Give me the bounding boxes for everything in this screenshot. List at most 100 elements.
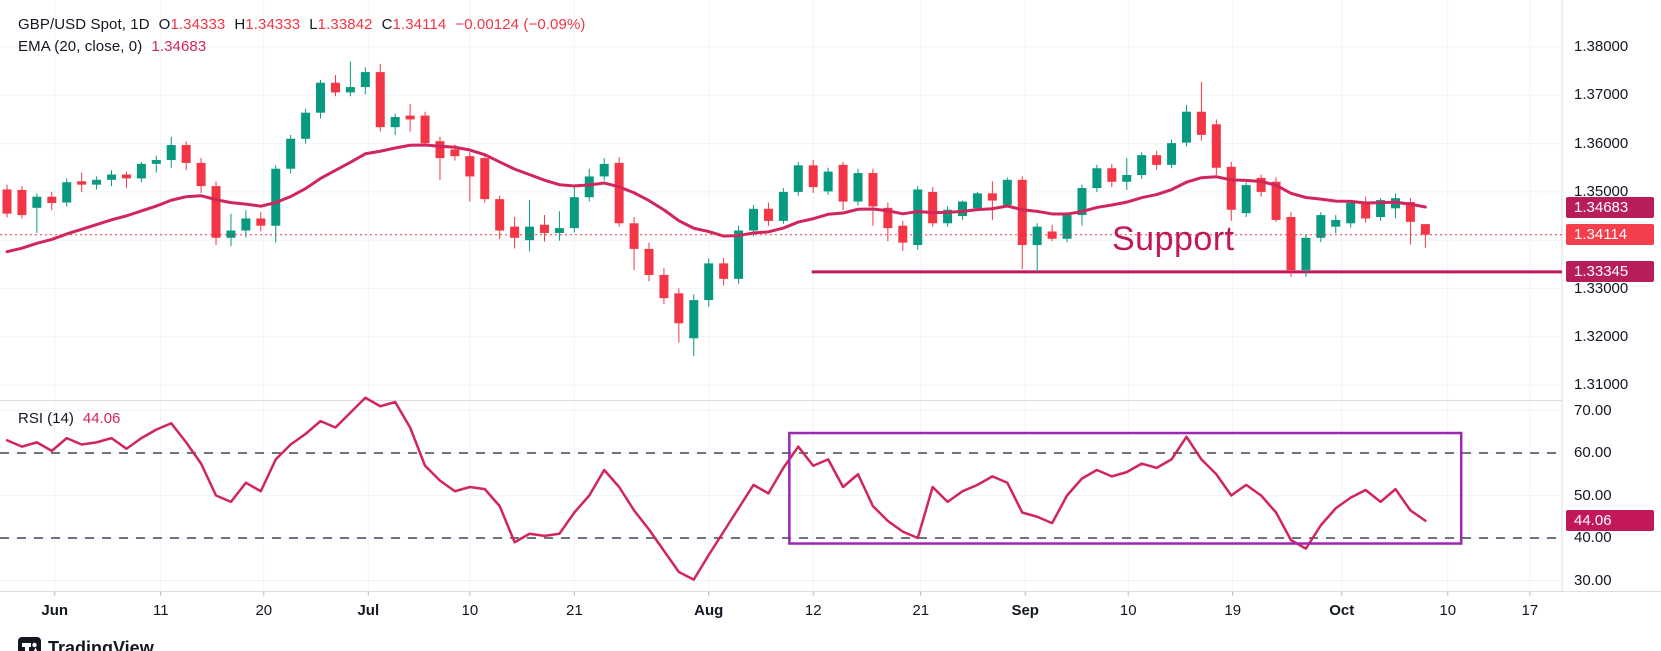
ema-line[interactable] xyxy=(5,143,1427,254)
candle-body xyxy=(480,158,490,200)
candle-body xyxy=(107,174,117,180)
candle-body xyxy=(599,163,609,177)
candle-body xyxy=(1092,168,1102,189)
candle-body xyxy=(644,248,654,275)
candle-body xyxy=(136,163,146,179)
candle-body xyxy=(525,226,535,241)
candle-body xyxy=(1271,181,1281,220)
candle-body xyxy=(405,115,415,120)
change-value: −0.00124 (−0.09%) xyxy=(455,16,586,33)
candle-body xyxy=(316,82,326,113)
candle-body xyxy=(121,174,131,179)
candle-body xyxy=(1122,174,1132,182)
time-tick-label: Jul xyxy=(357,602,380,619)
candle-body xyxy=(211,186,221,238)
candle-body xyxy=(719,263,729,279)
candle-body xyxy=(1346,203,1356,224)
candle-body xyxy=(554,228,564,233)
candle-body xyxy=(47,196,57,204)
candle-body xyxy=(495,199,505,231)
candle-body xyxy=(584,176,594,198)
candle-body xyxy=(1316,215,1326,238)
candle-body xyxy=(1181,111,1191,143)
candle-body xyxy=(330,82,340,93)
candle-body xyxy=(1032,226,1042,246)
candle-body xyxy=(1152,155,1162,165)
candle-body xyxy=(1137,155,1147,175)
candle-body xyxy=(181,145,191,163)
chart-legend-ema[interactable]: EMA (20, close, 0) 1.34683 xyxy=(18,38,206,55)
candle-body xyxy=(1196,111,1206,135)
ema-value: 1.34683 xyxy=(151,38,207,55)
chart-legend-main[interactable]: GBP/USD Spot, 1D O1.34333 H1.34333 L1.33842… xyxy=(18,16,585,33)
candle-body xyxy=(1241,185,1251,214)
price-tick-label: 1.32000 xyxy=(1574,327,1629,345)
open-value: 1.34333 xyxy=(170,16,226,33)
candle-body xyxy=(569,197,579,229)
candle-body xyxy=(704,263,714,301)
candle-body xyxy=(629,223,639,249)
candle-body xyxy=(92,179,102,185)
candle-body xyxy=(972,193,982,209)
rsi-line[interactable] xyxy=(5,396,1427,581)
rsi-tick-label: 60.00 xyxy=(1574,444,1612,461)
candle-body xyxy=(360,72,370,88)
low-label: L xyxy=(309,16,318,33)
candle-body xyxy=(1107,168,1117,182)
candle-body xyxy=(450,149,460,157)
candle-body xyxy=(898,225,908,243)
price-tick-label: 1.33000 xyxy=(1574,279,1629,297)
rsi-tick-label: 30.00 xyxy=(1574,571,1612,589)
candle-body xyxy=(674,293,684,324)
candle-body xyxy=(375,72,385,128)
time-tick-label: Sep xyxy=(1011,602,1039,619)
rsi-tick-label: 50.00 xyxy=(1574,486,1612,504)
candle-body xyxy=(1077,188,1087,216)
tradingview-logo[interactable]: TradingView xyxy=(18,637,154,651)
candle-body xyxy=(883,207,893,229)
rsi-value: 44.06 xyxy=(82,410,121,427)
candle-body xyxy=(987,193,997,201)
candle-body xyxy=(62,182,72,203)
candle-body xyxy=(659,274,669,299)
candle-body xyxy=(196,162,206,187)
time-tick-label: 10 xyxy=(1439,602,1457,619)
candle-body xyxy=(435,141,445,159)
candle-body xyxy=(1226,166,1236,210)
time-tick-label: 10 xyxy=(1119,602,1137,619)
candle-body xyxy=(1211,124,1221,168)
low-value: 1.33842 xyxy=(317,16,373,33)
candle-body xyxy=(420,115,430,144)
candle-body xyxy=(539,224,549,233)
time-tick-label: 12 xyxy=(804,602,822,619)
candle-body xyxy=(734,230,744,279)
candle-body xyxy=(958,201,968,217)
candle-body xyxy=(241,218,251,231)
candle-body xyxy=(689,300,699,339)
rsi-legend[interactable]: RSI (14) 44.06 xyxy=(18,410,120,427)
candle-body xyxy=(17,189,27,216)
candle-body xyxy=(808,165,818,188)
tradingview-logo-text: TradingView xyxy=(48,638,154,651)
price-tick-label: 1.37000 xyxy=(1574,86,1629,104)
candle-body xyxy=(256,218,266,226)
rsi-tick-label: 70.00 xyxy=(1574,401,1612,419)
candle-body xyxy=(286,138,296,169)
candle-body xyxy=(1420,224,1430,235)
time-tick-label: Jun xyxy=(41,602,69,619)
candle-body xyxy=(77,181,87,185)
candle-body xyxy=(1301,237,1311,271)
time-tick-label: Aug xyxy=(694,602,724,619)
close-label: C xyxy=(381,16,393,33)
rsi-value-badge: 44.06 xyxy=(1566,510,1654,532)
candle-body xyxy=(465,156,475,177)
price-tick-label: 1.31000 xyxy=(1574,376,1629,394)
open-label: O xyxy=(158,16,171,33)
candle-body xyxy=(614,162,624,224)
rsi-highlight-box[interactable] xyxy=(788,431,1463,545)
support-annotation-text[interactable]: Support xyxy=(1112,220,1235,258)
candle-body xyxy=(1331,219,1341,227)
candle-body xyxy=(1047,231,1057,239)
